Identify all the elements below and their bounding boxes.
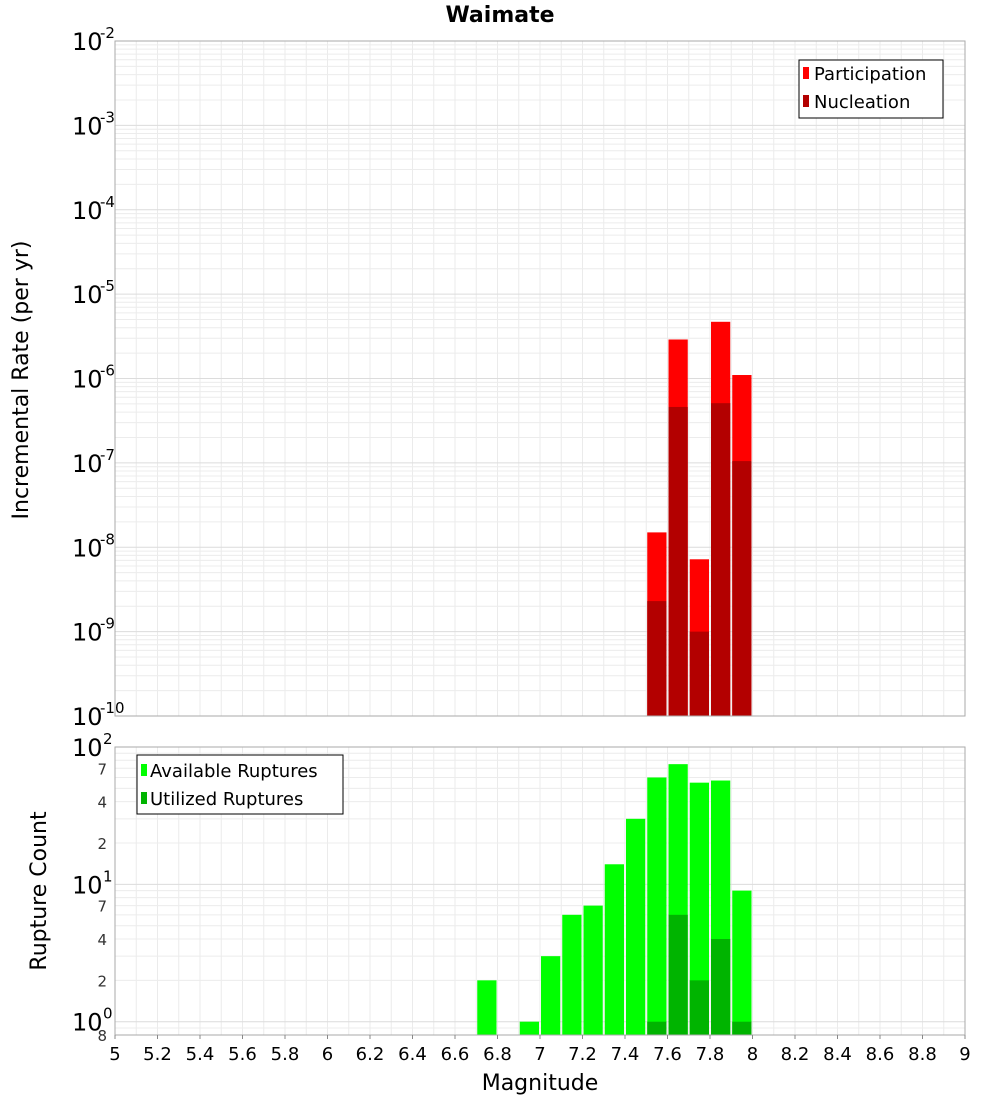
y-tick-label: 10 bbox=[72, 734, 103, 762]
y-minor-tick-label: 4 bbox=[97, 931, 107, 949]
x-tick-label: 8.6 bbox=[866, 1044, 895, 1065]
bar-utilized-ruptures bbox=[647, 1021, 667, 1035]
bottom-y-axis-label: Rupture Count bbox=[27, 811, 52, 971]
y-tick-label: 10 bbox=[72, 281, 103, 309]
y-tick-exponent: -7 bbox=[100, 446, 115, 464]
y-minor-tick-label: 7 bbox=[97, 760, 107, 778]
bar-available-ruptures bbox=[477, 980, 497, 1035]
top-gridlines bbox=[114, 40, 966, 717]
y-tick-label: 10 bbox=[72, 112, 103, 140]
x-tick-label: 5 bbox=[109, 1044, 120, 1065]
bottom-bars bbox=[477, 764, 752, 1035]
bar-available-ruptures bbox=[647, 777, 667, 1035]
bar-nucleation bbox=[668, 406, 688, 716]
top-bars bbox=[647, 321, 752, 716]
x-tick-label: 7.4 bbox=[611, 1044, 640, 1065]
bar-available-ruptures bbox=[541, 956, 561, 1035]
y-tick-label: 10 bbox=[72, 28, 103, 56]
bar-utilized-ruptures bbox=[711, 939, 731, 1035]
y-tick-exponent: -8 bbox=[100, 530, 115, 548]
y-minor-tick-label: 8 bbox=[97, 1027, 107, 1045]
bar-utilized-ruptures bbox=[732, 1021, 752, 1035]
y-tick-exponent: 1 bbox=[103, 867, 113, 885]
legend-utilized-ruptures: Utilized Ruptures bbox=[150, 789, 303, 810]
top-legend: Participation Nucleation bbox=[798, 59, 944, 119]
x-tick-label: 6.8 bbox=[483, 1044, 512, 1065]
bar-available-ruptures bbox=[583, 905, 603, 1035]
x-tick-label: 5.2 bbox=[143, 1044, 172, 1065]
bar-nucleation bbox=[647, 601, 667, 716]
legend-participation-swatch bbox=[803, 67, 809, 79]
x-tick-label: 7.8 bbox=[696, 1044, 725, 1065]
x-tick-label: 5.6 bbox=[228, 1044, 257, 1065]
y-tick-label: 10 bbox=[72, 197, 103, 225]
x-tick-label: 9 bbox=[959, 1044, 970, 1065]
x-tick-label: 7.2 bbox=[568, 1044, 597, 1065]
y-minor-tick-label: 4 bbox=[97, 794, 107, 812]
bar-available-ruptures bbox=[732, 890, 752, 1035]
bar-available-ruptures bbox=[626, 818, 646, 1035]
x-tick-label: 7 bbox=[534, 1044, 545, 1065]
y-tick-label: 10 bbox=[72, 703, 103, 731]
bar-utilized-ruptures bbox=[668, 914, 688, 1035]
bar-available-ruptures bbox=[604, 864, 624, 1035]
x-tick-label: 7.6 bbox=[653, 1044, 682, 1065]
x-tick-label: 5.4 bbox=[186, 1044, 215, 1065]
y-tick-exponent: 0 bbox=[103, 1005, 113, 1023]
x-tick-label: 6.2 bbox=[356, 1044, 385, 1065]
y-tick-label: 10 bbox=[72, 871, 103, 899]
y-minor-tick-label: 2 bbox=[97, 835, 107, 853]
legend-nucleation-swatch bbox=[803, 95, 809, 107]
x-tick-label: 8.8 bbox=[908, 1044, 937, 1065]
legend-utilized-swatch bbox=[141, 792, 147, 804]
bar-available-ruptures bbox=[689, 782, 709, 1035]
bar-nucleation bbox=[732, 461, 752, 716]
x-tick-label: 8.4 bbox=[823, 1044, 852, 1065]
top-plot-area bbox=[114, 40, 966, 717]
bar-available-ruptures bbox=[519, 1021, 539, 1035]
y-tick-exponent: -9 bbox=[100, 615, 115, 633]
x-tick-label: 6 bbox=[322, 1044, 333, 1065]
top-y-axis-label: Incremental Rate (per yr) bbox=[9, 241, 34, 520]
y-tick-label: 10 bbox=[72, 1009, 103, 1037]
y-tick-exponent: -3 bbox=[100, 108, 115, 126]
x-tick-label: 6.6 bbox=[441, 1044, 470, 1065]
x-tick-label: 6.4 bbox=[398, 1044, 427, 1065]
x-ticks: 5 5.2 5.4 5.6 5.8 6 6.2 6.4 6.6 6.8 7 7.2 7.4 7.6 7.8 8… bbox=[109, 1035, 971, 1065]
y-tick-label: 10 bbox=[72, 450, 103, 478]
y-tick-exponent: 2 bbox=[103, 730, 113, 748]
x-axis-label: Magnitude bbox=[482, 1071, 599, 1096]
y-tick-exponent: -4 bbox=[100, 193, 115, 211]
y-minor-tick-label: 7 bbox=[97, 898, 107, 916]
legend-participation: Participation bbox=[814, 64, 926, 85]
y-tick-label: 10 bbox=[72, 534, 103, 562]
bar-nucleation bbox=[711, 403, 731, 716]
y-minor-tick-label: 2 bbox=[97, 972, 107, 990]
y-tick-exponent: -10 bbox=[100, 699, 125, 717]
legend-available-ruptures: Available Ruptures bbox=[150, 761, 318, 782]
legend-nucleation: Nucleation bbox=[814, 92, 910, 113]
chart-title: Waimate bbox=[445, 3, 554, 28]
bottom-legend: Available Ruptures Utilized Ruptures bbox=[136, 754, 344, 815]
bar-nucleation bbox=[689, 631, 709, 716]
bar-utilized-ruptures bbox=[689, 980, 709, 1035]
y-tick-exponent: -5 bbox=[100, 277, 115, 295]
x-tick-label: 8.2 bbox=[781, 1044, 810, 1065]
y-tick-label: 10 bbox=[72, 366, 103, 394]
y-tick-exponent: -6 bbox=[100, 362, 115, 380]
x-tick-label: 8 bbox=[747, 1044, 758, 1065]
bar-available-ruptures bbox=[562, 914, 582, 1035]
x-tick-label: 5.8 bbox=[271, 1044, 300, 1065]
y-tick-exponent: -2 bbox=[100, 24, 115, 42]
y-tick-label: 10 bbox=[72, 619, 103, 647]
top-y-ticks: 10-210-310-410-510-610-710-810-910-10 bbox=[72, 24, 125, 731]
legend-available-swatch bbox=[141, 764, 147, 776]
